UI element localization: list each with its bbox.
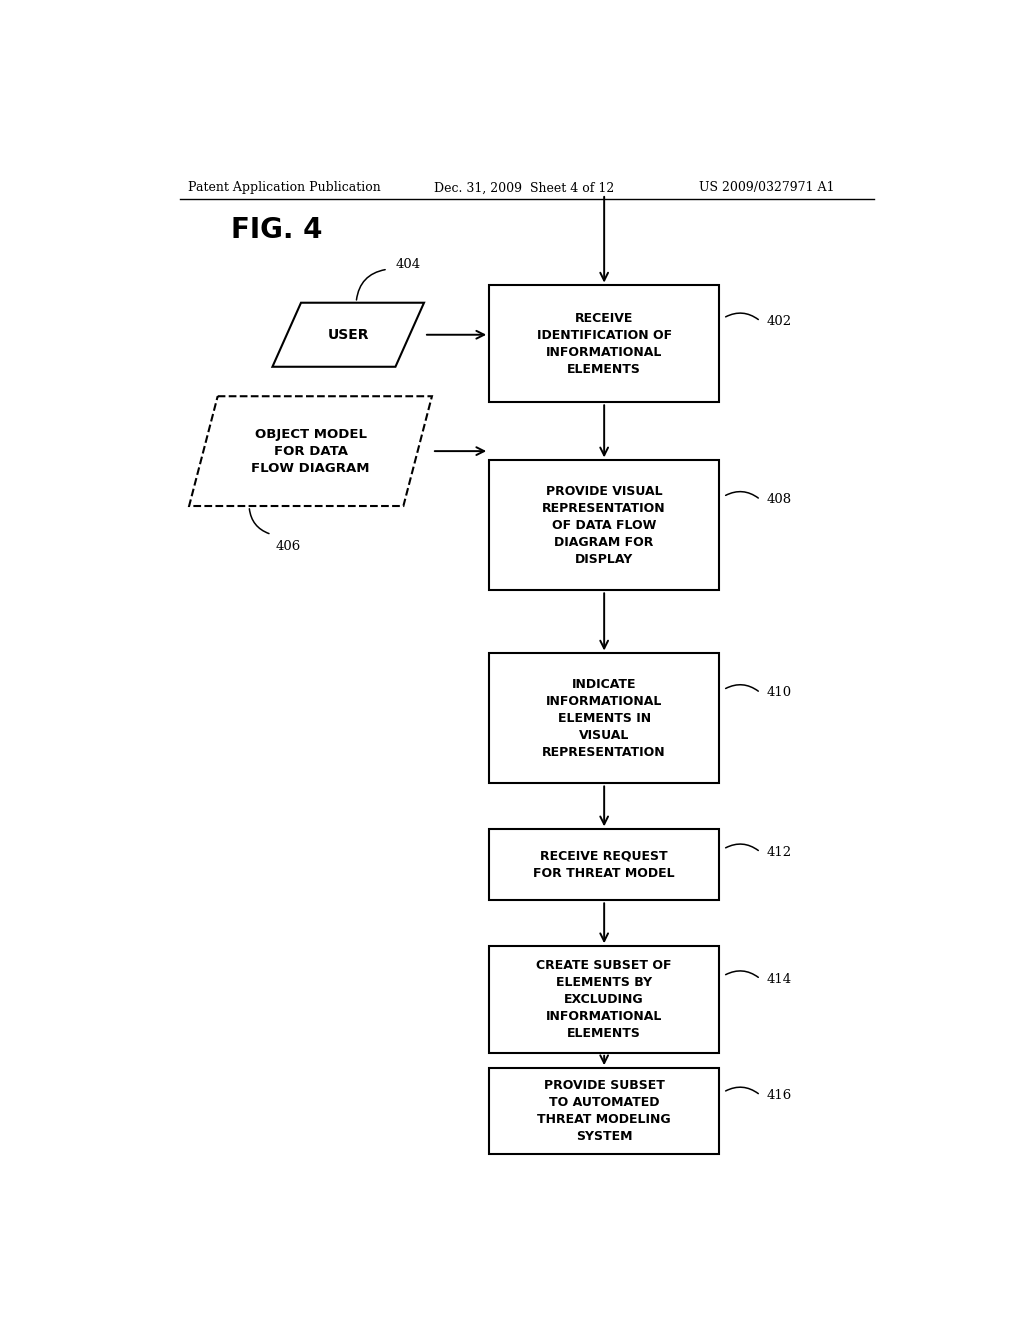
Text: CREATE SUBSET OF
ELEMENTS BY
EXCLUDING
INFORMATIONAL
ELEMENTS: CREATE SUBSET OF ELEMENTS BY EXCLUDING I… <box>537 958 672 1040</box>
Bar <box>489 946 719 1053</box>
Bar <box>489 829 719 900</box>
Text: 408: 408 <box>767 494 792 507</box>
Text: INDICATE
INFORMATIONAL
ELEMENTS IN
VISUAL
REPRESENTATION: INDICATE INFORMATIONAL ELEMENTS IN VISUA… <box>543 678 666 759</box>
Text: RECEIVE
IDENTIFICATION OF
INFORMATIONAL
ELEMENTS: RECEIVE IDENTIFICATION OF INFORMATIONAL … <box>537 312 672 376</box>
Text: 410: 410 <box>767 686 792 700</box>
Text: OBJECT MODEL
FOR DATA
FLOW DIAGRAM: OBJECT MODEL FOR DATA FLOW DIAGRAM <box>251 428 370 475</box>
Text: 412: 412 <box>767 846 792 859</box>
Text: PROVIDE SUBSET
TO AUTOMATED
THREAT MODELING
SYSTEM: PROVIDE SUBSET TO AUTOMATED THREAT MODEL… <box>538 1080 671 1143</box>
Polygon shape <box>272 302 424 367</box>
Text: PROVIDE VISUAL
REPRESENTATION
OF DATA FLOW
DIAGRAM FOR
DISPLAY: PROVIDE VISUAL REPRESENTATION OF DATA FL… <box>543 484 666 566</box>
Text: 414: 414 <box>767 973 792 986</box>
Bar <box>489 285 719 403</box>
Bar <box>489 461 719 590</box>
Text: 406: 406 <box>275 540 301 553</box>
Text: RECEIVE REQUEST
FOR THREAT MODEL: RECEIVE REQUEST FOR THREAT MODEL <box>534 850 675 880</box>
Text: Patent Application Publication: Patent Application Publication <box>187 181 380 194</box>
Text: 402: 402 <box>767 314 792 327</box>
Text: Dec. 31, 2009  Sheet 4 of 12: Dec. 31, 2009 Sheet 4 of 12 <box>433 181 613 194</box>
Bar <box>489 653 719 784</box>
Bar <box>489 1068 719 1155</box>
Text: FIG. 4: FIG. 4 <box>231 215 323 244</box>
Text: 416: 416 <box>767 1089 793 1102</box>
Text: 404: 404 <box>396 257 421 271</box>
Text: US 2009/0327971 A1: US 2009/0327971 A1 <box>699 181 835 194</box>
Polygon shape <box>189 396 432 506</box>
Text: USER: USER <box>328 327 369 342</box>
